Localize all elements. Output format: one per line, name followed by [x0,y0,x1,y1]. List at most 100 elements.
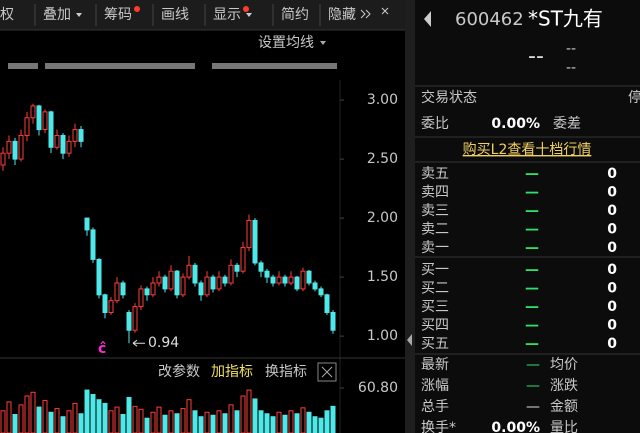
back-icon[interactable] [424,11,431,27]
candle-body [270,276,276,284]
event-marker: ĉ [98,341,106,357]
volume-bar [96,399,102,433]
book-volume: 0 [607,299,617,315]
volume-bar [192,410,198,433]
candle-body [312,282,318,290]
volume-bar [228,404,234,433]
stock-change-pct: -- [566,60,576,76]
toolbar-button[interactable]: 隐藏 [328,7,356,23]
volume-bar [252,398,258,433]
volume-bar [330,405,336,433]
toolbar-button[interactable]: 显示 [213,7,241,23]
status-value: 停 [628,89,640,106]
candle-body [162,276,168,290]
toolbar-button[interactable]: 权 [0,7,14,23]
book-price: — [525,240,539,256]
book-label: 买五 [421,336,449,352]
candle-body [24,117,30,136]
candle-body [78,129,84,142]
volume-bar [48,411,54,433]
stat-label: 均价 [550,357,578,373]
volume-bar [144,417,150,433]
candle-body [294,276,300,290]
volume-bar [156,406,162,433]
volume-bar [234,410,240,433]
book-price: — [525,185,539,201]
y-tick-label: 1.50 [367,269,398,285]
candle-body [234,264,240,272]
candle-body [30,105,36,119]
candle-body [114,282,120,302]
weicha-label: 委差 [553,116,581,132]
stat-label: 总手 [421,399,449,415]
toolbar-button[interactable]: 简约 [281,6,309,23]
volume-bar [258,410,264,433]
y-tick-label: 2.00 [367,210,398,226]
indicator-button[interactable]: 换指标 [265,363,307,380]
candle-body [6,140,12,154]
indicator-button[interactable]: 改参数 [158,363,200,380]
status-label: 交易状态 [421,89,477,106]
volume-bar [12,413,18,433]
volume-bar [102,402,108,433]
stat-value: — [526,357,540,373]
book-price: — [525,336,539,352]
volume-bar [306,411,312,433]
candle-body [156,276,162,284]
stat-value: — [526,399,540,415]
book-volume: 0 [607,222,617,238]
candle-body [84,217,90,231]
volume-bar [300,407,306,433]
stat-label: 量比 [550,420,578,433]
candle-body [246,219,252,249]
y-tick-label: 3.00 [367,92,398,108]
book-price: — [525,299,539,315]
dropdown-icon [246,13,252,17]
stat-label: 最新 [421,357,449,373]
book-label: 卖三 [421,203,449,219]
dropdown-icon [320,41,326,45]
toolbar-button[interactable]: 画线 [161,7,189,23]
indicator-button[interactable]: 加指标 [211,364,253,380]
weibi-label: 委比 [421,116,449,132]
book-volume: 0 [607,240,617,256]
volume-bar [78,413,84,433]
candle-body [96,258,102,296]
blur [212,63,337,69]
book-price: — [525,318,539,334]
volume-bar [186,399,192,433]
splitter[interactable] [405,0,415,433]
volume-bar [90,394,96,433]
candle-body [126,312,132,331]
candle-body [54,134,60,148]
stock-price: -- [528,44,544,69]
book-label: 卖五 [421,166,449,182]
volume-bar [162,414,168,433]
candle-body [48,111,54,148]
volume-bar [120,413,126,433]
collapse-arrow[interactable] [407,334,412,346]
low-annotation: 0.94 [148,335,179,351]
candle-body [198,282,204,296]
book-label: 买一 [421,262,449,278]
candle-body [66,140,72,154]
l2-button[interactable]: 购买L2查看十档行情 [463,142,592,158]
book-volume: 0 [607,166,617,182]
volume-bar [294,413,300,433]
toolbar-button[interactable]: 叠加 [43,7,71,23]
y-tick-label: 2.50 [367,151,398,167]
candle-body [318,288,324,296]
more-icon[interactable] [360,9,371,19]
close-icon[interactable] [381,7,389,15]
candle-body [240,247,246,272]
candle-body [168,270,174,290]
candle-body [252,219,258,264]
toolbar-button[interactable]: 筹码 [104,6,132,23]
ma-settings[interactable]: 设置均线 [258,35,314,51]
y-tick-label: 60.80 [358,380,398,396]
stock-name: *ST九有 [528,7,603,31]
volume-bar [282,414,288,433]
candle-body [18,134,24,160]
indicator-close[interactable] [317,362,337,382]
